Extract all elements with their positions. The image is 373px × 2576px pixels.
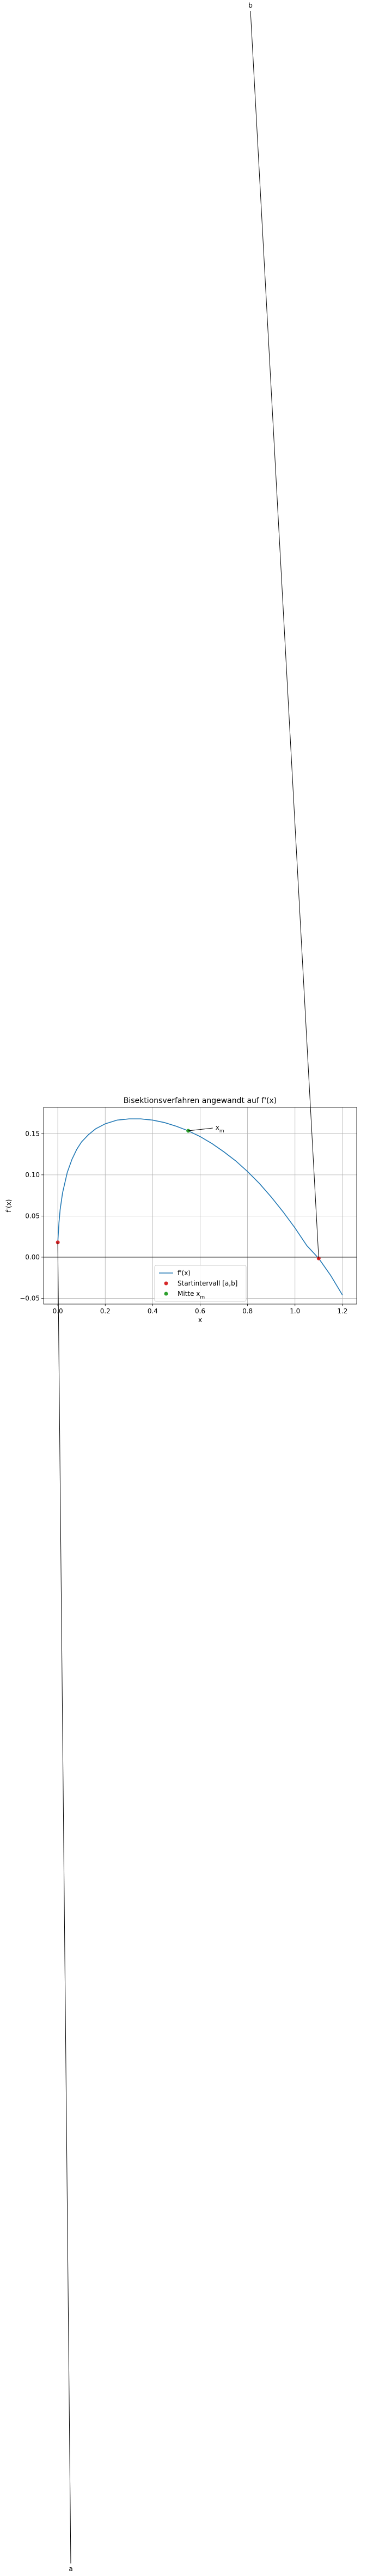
x-tick-label: 0.6 [195, 1307, 205, 1315]
legend: f'(x)Startintervall [a,b]Mitte xm [154, 1265, 247, 1302]
legend-box [154, 1265, 247, 1302]
y-tick-label: 0.15 [25, 1130, 40, 1137]
x-axis-label: x [198, 1316, 202, 1324]
ticks: 0.0 0.2 0.4 0.6 0.8 1.0 1.2 −0.05 0.00 0.05 0.10 0.… [20, 1130, 347, 1315]
annotations: a b xm [57, 2, 319, 2573]
chart-title: Bisektionsverfahren angewandt auf f'(x) [124, 1096, 277, 1105]
x-tick-label: 1.2 [337, 1307, 347, 1315]
annotation-b: b [248, 2, 253, 9]
x-tick-label: 0.0 [53, 1307, 63, 1315]
y-tick-label: 0.00 [25, 1253, 40, 1261]
arrow-b [250, 10, 319, 1259]
y-tick-label: 0.05 [25, 1212, 40, 1220]
legend-marker-swatch [164, 1281, 168, 1286]
x-tick-label: 0.2 [100, 1307, 111, 1315]
x-tick-label: 0.4 [148, 1307, 158, 1315]
legend-marker-swatch [164, 1292, 168, 1296]
arrow-midpoint [188, 1128, 213, 1131]
annotation-a: a [69, 2565, 72, 2573]
legend-entry-label: f'(x) [178, 1269, 191, 1277]
y-tick-label: −0.05 [20, 1294, 40, 1302]
x-tick-label: 0.8 [242, 1307, 253, 1315]
y-axis-label: f'(x) [5, 1199, 13, 1213]
y-tick-label: 0.10 [25, 1171, 40, 1179]
f-prime-curve [57, 1118, 343, 1295]
arrow-a [57, 1242, 71, 2564]
legend-entry-label: Startintervall [a,b] [178, 1280, 237, 1287]
x-tick-label: 1.0 [290, 1307, 300, 1315]
annotation-midpoint: xm [216, 1124, 224, 1134]
